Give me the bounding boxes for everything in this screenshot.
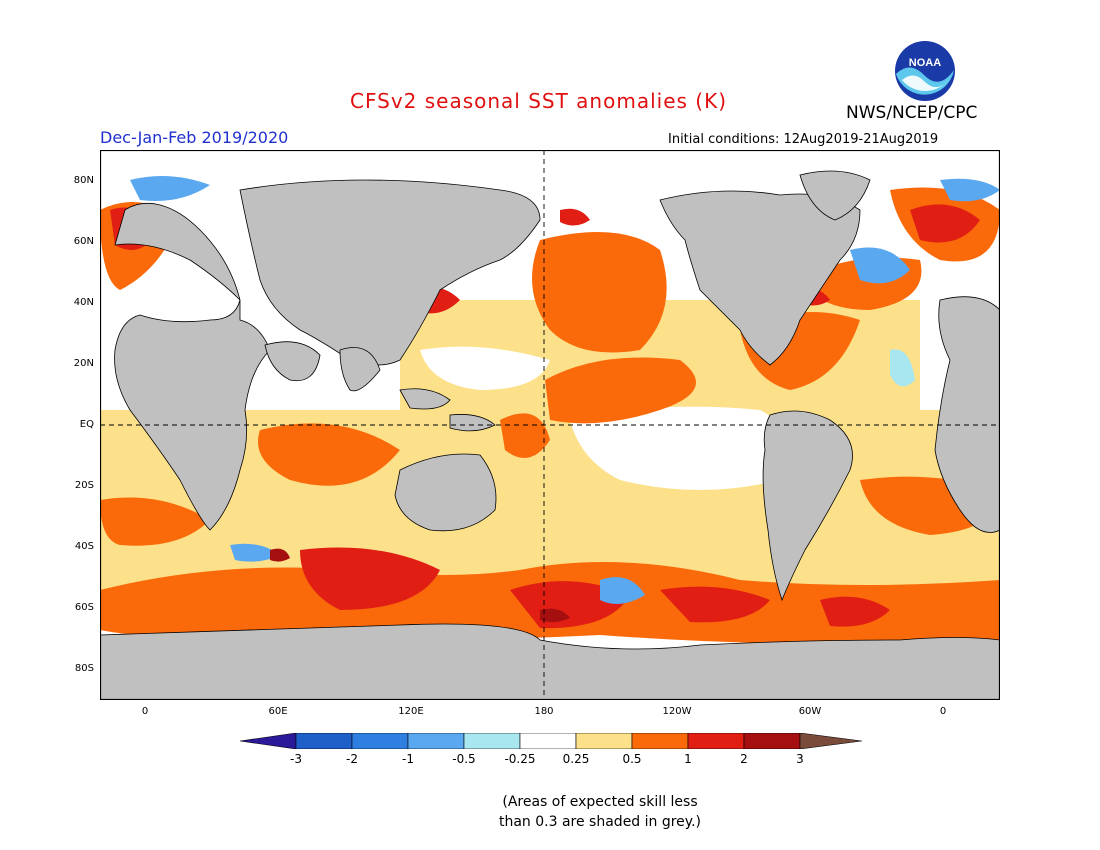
lat-label: EQ xyxy=(79,419,94,430)
noaa-logo-text: NOAA xyxy=(909,57,941,69)
lat-label: 80S xyxy=(74,663,94,674)
colorbar-label: 0.25 xyxy=(562,752,590,766)
anomaly-field xyxy=(100,176,1000,644)
lat-label: 40S xyxy=(74,541,94,552)
colorbar xyxy=(240,733,862,749)
colorbar-swatch xyxy=(519,733,577,749)
colorbar-label: -0.25 xyxy=(504,752,536,766)
colorbar-label: 1 xyxy=(684,752,692,766)
lat-label: 80N xyxy=(73,175,94,186)
colorbar-label: 0.5 xyxy=(622,752,642,766)
lon-label: 60W xyxy=(798,706,822,717)
lat-label: 60S xyxy=(74,602,94,613)
lat-label: 20S xyxy=(74,480,94,491)
org-label: NWS/NCEP/CPC xyxy=(846,103,978,123)
skill-note-line-1: (Areas of expected skill less xyxy=(502,794,698,810)
colorbar-swatch xyxy=(743,733,801,749)
sst-anomaly-map xyxy=(100,150,1000,700)
colorbar-label: -0.5 xyxy=(452,752,476,766)
colorbar-swatch xyxy=(687,733,745,749)
skill-note: (Areas of expected skill less than 0.3 a… xyxy=(470,792,730,832)
colorbar-swatch xyxy=(351,733,409,749)
colorbar-label: 2 xyxy=(740,752,748,766)
lon-label: 0 xyxy=(939,706,947,717)
skill-note-line-2: than 0.3 are shaded in grey.) xyxy=(498,814,701,830)
colorbar-swatch xyxy=(575,733,633,749)
lat-label: 40N xyxy=(73,297,94,308)
season-label: Dec-Jan-Feb 2019/2020 xyxy=(100,128,289,147)
lon-label: 120W xyxy=(662,706,692,717)
lon-label: 60E xyxy=(268,706,288,717)
colorbar-swatch xyxy=(407,733,465,749)
lat-label: 60N xyxy=(73,236,94,247)
map-title: CFSv2 seasonal SST anomalies (K) xyxy=(350,89,727,113)
lon-label: 180 xyxy=(534,706,554,717)
colorbar-swatch xyxy=(463,733,521,749)
colorbar-swatch xyxy=(799,733,862,749)
colorbar-label: 3 xyxy=(796,752,804,766)
colorbar-label: -3 xyxy=(290,752,302,766)
colorbar-swatch xyxy=(631,733,689,749)
lat-label: 20N xyxy=(73,358,94,369)
colorbar-swatch xyxy=(295,733,353,749)
colorbar-swatch xyxy=(240,733,297,749)
lon-label: 0 xyxy=(141,706,149,717)
land-masses xyxy=(100,170,1000,700)
noaa-logo: NOAA xyxy=(895,41,955,101)
colorbar-label: -1 xyxy=(402,752,414,766)
colorbar-label: -2 xyxy=(346,752,358,766)
initial-conditions-label: Initial conditions: 12Aug2019-21Aug2019 xyxy=(668,132,939,147)
lon-label: 120E xyxy=(398,706,424,717)
